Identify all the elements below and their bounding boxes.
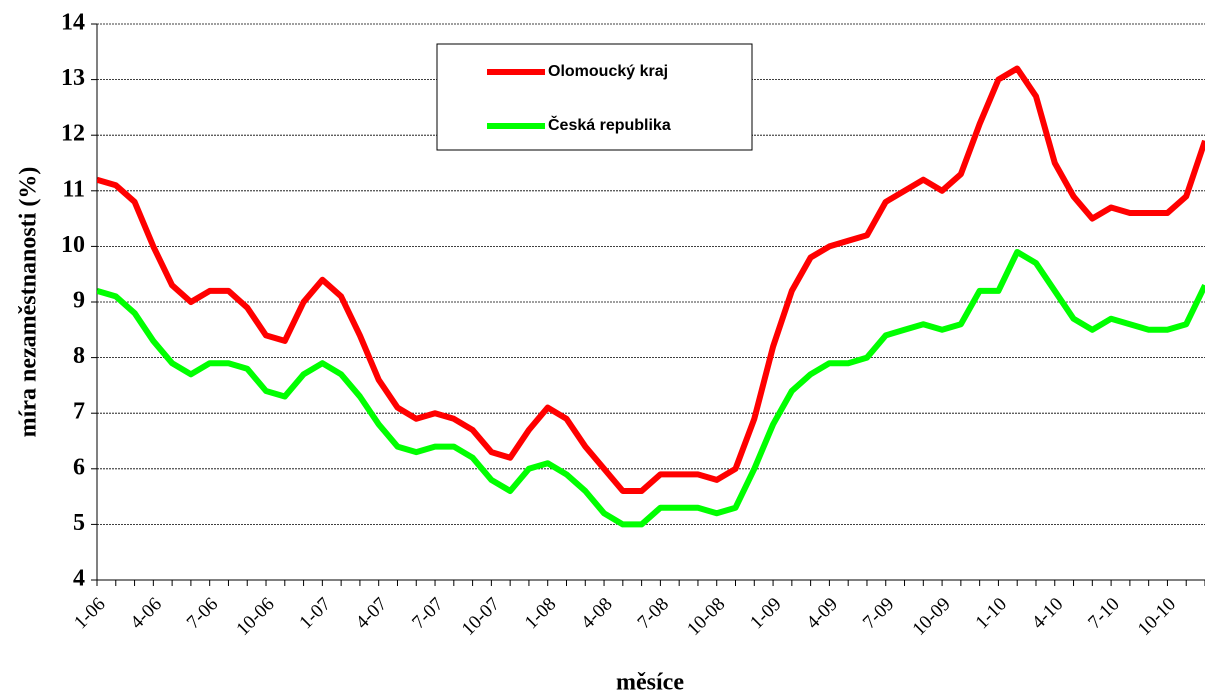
x-tick-label: 7-06: [183, 594, 222, 633]
x-tick-label: 7-07: [408, 594, 447, 633]
y-tick-label: 6: [73, 454, 85, 480]
x-tick-label: 4-07: [352, 594, 391, 633]
legend-label: Česká republika: [548, 115, 671, 134]
y-tick-label: 13: [61, 65, 85, 91]
series-line: [97, 65, 1205, 494]
y-tick-label: 14: [61, 10, 85, 36]
y-tick-label: 5: [73, 510, 85, 536]
x-tick-label: 4-06: [126, 594, 165, 633]
y-tick-label: 10: [61, 232, 85, 258]
x-tick-label: 10-06: [232, 594, 278, 640]
x-tick-label: 10-07: [458, 594, 504, 640]
x-tick-label: 1-06: [70, 594, 109, 633]
y-tick-label: 7: [73, 399, 85, 425]
legend-box: [436, 43, 753, 151]
x-tick-label: 10-08: [683, 594, 729, 640]
x-tick-label: 4-10: [1028, 594, 1067, 633]
x-tick-label: 7-08: [634, 594, 673, 633]
x-tick-label: 4-09: [803, 594, 842, 633]
series-line: [97, 249, 1205, 528]
x-axis-title: měsíce: [616, 670, 684, 696]
x-tick-label: 1-09: [746, 594, 785, 633]
x-tick-label: 1-07: [295, 594, 334, 633]
y-tick-label: 4: [73, 566, 85, 592]
x-tick-label: 7-10: [1084, 594, 1123, 633]
x-tick-label: 10-09: [909, 594, 955, 640]
legend-label: Olomoucký kraj: [548, 63, 668, 80]
y-tick-label: 8: [73, 343, 85, 369]
x-tick-label: 4-08: [577, 594, 616, 633]
x-tick-label: 1-10: [972, 594, 1011, 633]
x-tick-label: 1-08: [521, 594, 560, 633]
y-tick-label: 11: [62, 176, 85, 202]
y-axis-title: míra nezaměstnanosti (%): [16, 167, 42, 438]
y-tick-label: 9: [73, 288, 85, 314]
x-tick-label: 7-09: [859, 594, 898, 633]
y-tick-label: 12: [61, 121, 85, 147]
x-tick-label: 10-10: [1134, 594, 1180, 640]
